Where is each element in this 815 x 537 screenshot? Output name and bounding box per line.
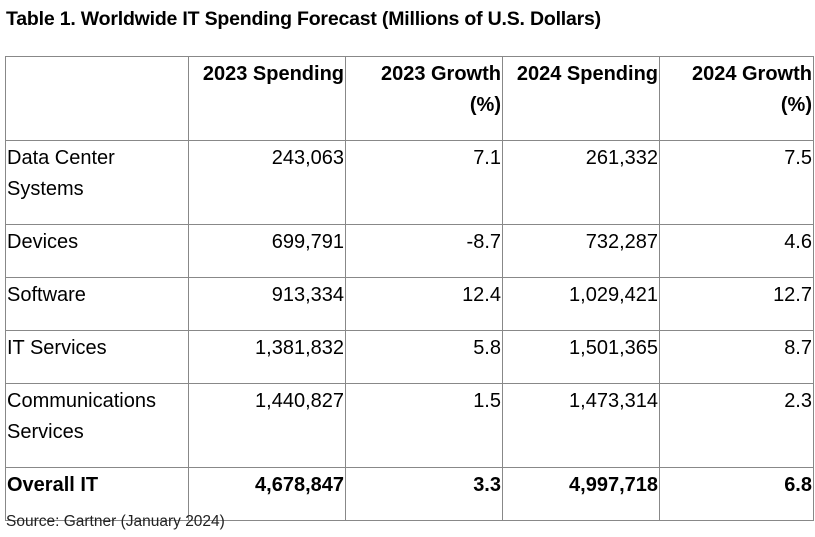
value-cell: 4.6: [659, 224, 814, 278]
table-row: Data Center Systems 243,063 7.1 261,332 7.5: [5, 140, 814, 225]
source-note: Source: Gartner (January 2024): [6, 513, 225, 530]
table-row: Software 913,334 12.4 1,029,421 12.7: [5, 277, 814, 331]
table-row: Communications Services 1,440,827 1.5 1,473…: [5, 383, 814, 468]
category-cell: Software: [5, 277, 189, 331]
value-cell: 7.5: [659, 140, 814, 225]
value-cell: 3.3: [345, 467, 503, 521]
value-cell: -8.7: [345, 224, 503, 278]
value-cell: 1,029,421: [502, 277, 660, 331]
category-cell: Communications Services: [5, 383, 189, 468]
header-row: 2023 Spending 2023 Growth (%) 2024 Spend…: [5, 56, 814, 141]
it-spending-table: 2023 Spending 2023 Growth (%) 2024 Spend…: [5, 56, 814, 521]
table-row: Devices 699,791 -8.7 732,287 4.6: [5, 224, 814, 278]
header-cell: 2023 Growth (%): [345, 56, 503, 141]
category-cell: Devices: [5, 224, 189, 278]
value-cell: 261,332: [502, 140, 660, 225]
value-cell: 4,678,847: [188, 467, 346, 521]
value-cell: 1,381,832: [188, 330, 346, 384]
value-cell: 12.7: [659, 277, 814, 331]
value-cell: 7.1: [345, 140, 503, 225]
value-cell: 12.4: [345, 277, 503, 331]
value-cell: 699,791: [188, 224, 346, 278]
value-cell: 1,501,365: [502, 330, 660, 384]
table-title: Table 1. Worldwide IT Spending Forecast …: [6, 8, 601, 30]
value-cell: 4,997,718: [502, 467, 660, 521]
value-cell: 1,473,314: [502, 383, 660, 468]
value-cell: 1,440,827: [188, 383, 346, 468]
value-cell: 5.8: [345, 330, 503, 384]
value-cell: 243,063: [188, 140, 346, 225]
value-cell: 6.8: [659, 467, 814, 521]
header-cell: 2023 Spending: [188, 56, 346, 141]
value-cell: 1.5: [345, 383, 503, 468]
value-cell: 913,334: [188, 277, 346, 331]
table-row: Overall IT 4,678,847 3.3 4,997,718 6.8: [5, 467, 814, 521]
value-cell: 2.3: [659, 383, 814, 468]
table-row: IT Services 1,381,832 5.8 1,501,365 8.7: [5, 330, 814, 384]
header-cell: [5, 56, 189, 141]
category-cell: Overall IT: [5, 467, 189, 521]
header-cell: 2024 Spending: [502, 56, 660, 141]
category-cell: IT Services: [5, 330, 189, 384]
header-cell: 2024 Growth (%): [659, 56, 814, 141]
category-cell: Data Center Systems: [5, 140, 189, 225]
value-cell: 8.7: [659, 330, 814, 384]
value-cell: 732,287: [502, 224, 660, 278]
